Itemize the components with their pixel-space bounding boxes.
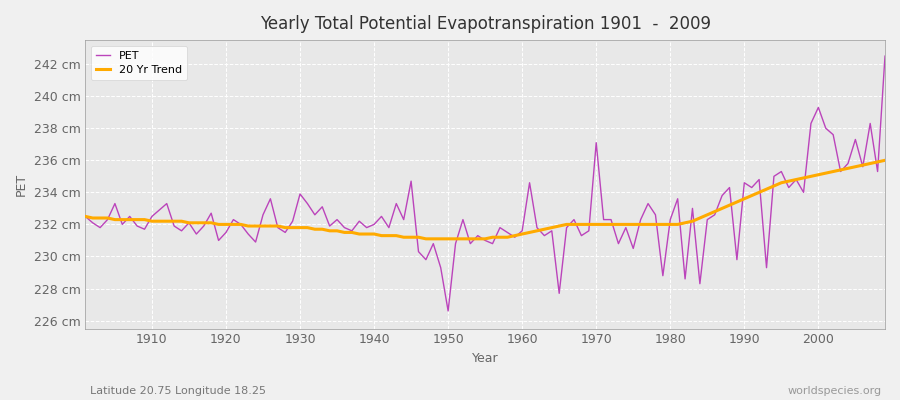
PET: [443, 308, 454, 313]
20 Yr Trend: [420, 236, 431, 241]
20 Yr Trend: [517, 232, 527, 236]
Line: 20 Yr Trend: 20 Yr Trend: [86, 160, 885, 239]
Legend: PET, 20 Yr Trend: PET, 20 Yr Trend: [91, 46, 187, 80]
X-axis label: Year: Year: [472, 352, 499, 365]
20 Yr Trend: [524, 230, 535, 235]
PET: [346, 228, 357, 233]
20 Yr Trend: [879, 158, 890, 163]
PET: [517, 228, 527, 233]
20 Yr Trend: [302, 225, 313, 230]
20 Yr Trend: [613, 222, 624, 227]
PET: [879, 54, 890, 58]
20 Yr Trend: [140, 217, 150, 222]
PET: [613, 241, 624, 246]
Line: PET: PET: [86, 56, 885, 311]
20 Yr Trend: [346, 230, 357, 235]
PET: [80, 214, 91, 219]
Text: Latitude 20.75 Longitude 18.25: Latitude 20.75 Longitude 18.25: [90, 386, 266, 396]
PET: [524, 180, 535, 185]
20 Yr Trend: [80, 214, 91, 219]
Title: Yearly Total Potential Evapotranspiration 1901  -  2009: Yearly Total Potential Evapotranspiratio…: [259, 15, 711, 33]
PET: [302, 201, 313, 206]
Text: worldspecies.org: worldspecies.org: [788, 386, 882, 396]
Y-axis label: PET: PET: [15, 173, 28, 196]
PET: [140, 227, 150, 232]
